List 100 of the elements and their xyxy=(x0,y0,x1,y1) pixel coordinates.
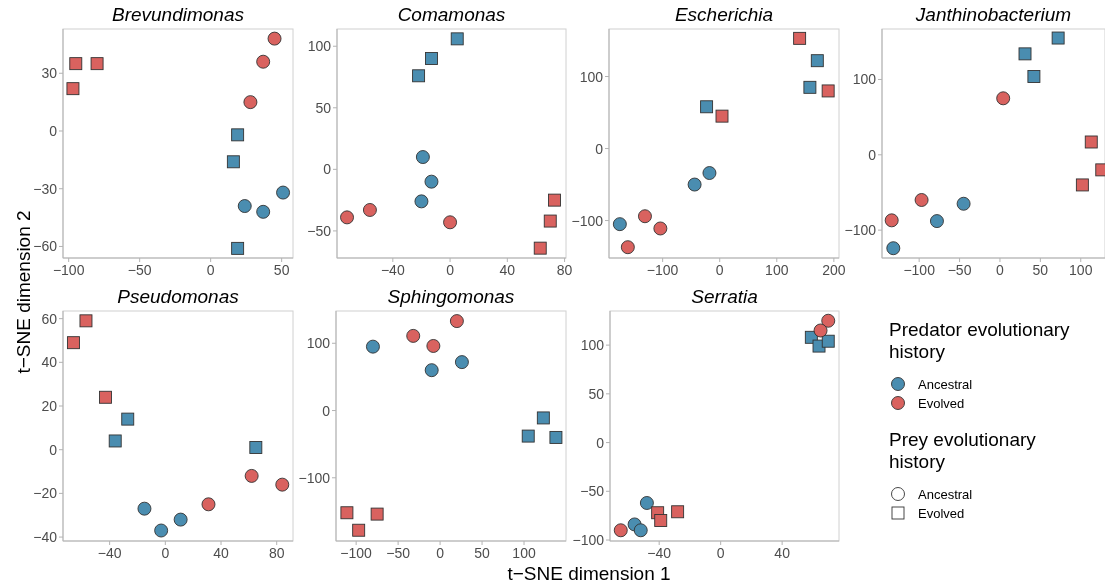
point xyxy=(424,363,439,378)
point xyxy=(620,240,635,255)
x-tick-label: 100 xyxy=(1069,262,1093,278)
point xyxy=(700,100,714,114)
x-tick-label: 80 xyxy=(556,262,573,278)
point xyxy=(340,506,354,520)
point xyxy=(996,91,1011,106)
point xyxy=(108,434,122,448)
point xyxy=(548,193,561,207)
point xyxy=(884,213,899,228)
point xyxy=(425,52,438,65)
point xyxy=(412,69,426,83)
x-tick-label: 0 xyxy=(715,262,724,278)
point xyxy=(1075,178,1089,192)
y-tick-label: −100 xyxy=(572,532,605,549)
y-tick-label: 0 xyxy=(323,161,332,178)
point xyxy=(69,57,83,71)
y-tick-label: 50 xyxy=(588,385,605,402)
point xyxy=(66,336,80,350)
point xyxy=(813,323,828,338)
chart-title: Brevundimonas xyxy=(111,4,245,25)
y-tick-label: −40 xyxy=(33,529,58,546)
point xyxy=(256,204,271,219)
y-tick-label: 50 xyxy=(315,99,332,116)
x-tick-label: 100 xyxy=(512,545,536,561)
y-tick-label: 0 xyxy=(49,441,58,458)
x-tick-label: −40 xyxy=(97,545,122,561)
chart-title: Sphingomonas xyxy=(387,286,515,307)
x-tick-label: 40 xyxy=(499,262,516,278)
point xyxy=(654,514,668,527)
point xyxy=(702,166,717,180)
point xyxy=(352,523,366,537)
x-tick-label: 40 xyxy=(774,545,791,561)
point xyxy=(370,507,384,521)
point xyxy=(154,523,169,538)
y-tick-label: −50 xyxy=(307,222,332,239)
point xyxy=(173,512,188,527)
point xyxy=(66,82,80,96)
point xyxy=(638,209,652,224)
x-tick-label: 0 xyxy=(206,262,215,278)
point xyxy=(406,328,421,343)
x-tick-label: −40 xyxy=(380,262,405,278)
y-tick-label: 0 xyxy=(322,402,331,419)
text: t−SNE dimension 2 xyxy=(13,210,34,374)
y-tick-label: 0 xyxy=(595,140,604,157)
x-tick-label: 0 xyxy=(446,262,455,278)
point xyxy=(639,496,654,510)
point xyxy=(821,313,836,328)
text: t−SNE dimension 1 xyxy=(507,563,671,584)
point xyxy=(793,31,807,45)
point xyxy=(1018,47,1032,61)
point xyxy=(414,194,429,209)
y-tick-label: 0 xyxy=(868,146,877,163)
y-tick-label: −50 xyxy=(580,483,605,500)
y-tick-label: −30 xyxy=(33,180,58,197)
y-tick-label: 60 xyxy=(41,310,58,327)
point xyxy=(276,185,291,200)
y-tick-label: 20 xyxy=(41,398,58,415)
point xyxy=(231,128,245,142)
point xyxy=(1084,135,1098,149)
point xyxy=(1027,70,1041,83)
point xyxy=(362,203,377,217)
y-tick-label: 100 xyxy=(852,71,877,88)
legend-label: Ancestral xyxy=(918,377,973,392)
x-tick-label: −50 xyxy=(127,262,152,278)
x-tick-label: 50 xyxy=(474,545,491,561)
point xyxy=(340,210,354,225)
chart-title: Comamonas xyxy=(397,4,506,25)
point xyxy=(454,355,469,370)
legend-label: Evolved xyxy=(918,396,965,411)
point xyxy=(275,477,290,492)
x-tick-label: 100 xyxy=(765,262,789,278)
point xyxy=(226,155,240,169)
point xyxy=(914,193,929,207)
point xyxy=(365,339,380,354)
point xyxy=(201,497,216,512)
point xyxy=(803,80,817,94)
point xyxy=(267,31,282,46)
x-tick-label: −100 xyxy=(646,262,679,278)
point xyxy=(687,177,702,192)
legend-title: Predator evolutionary history xyxy=(889,319,1071,362)
x-tick-label: 40 xyxy=(213,545,230,561)
point xyxy=(543,214,557,228)
point xyxy=(612,217,627,232)
y-tick-label: 0 xyxy=(596,434,605,451)
point xyxy=(79,314,93,328)
point xyxy=(244,468,259,483)
legend-label: Ancestral xyxy=(918,487,973,502)
y-tick-label: −100 xyxy=(844,222,877,239)
x-tick-label: 0 xyxy=(436,545,445,561)
x-tick-label: 50 xyxy=(1032,262,1049,278)
y-tick-label: 100 xyxy=(307,38,332,55)
point xyxy=(443,215,458,230)
legend-title: Prey evolutionary history xyxy=(889,429,1037,472)
y-tick-label: −60 xyxy=(33,238,58,255)
point xyxy=(821,84,835,98)
point xyxy=(449,314,464,329)
point xyxy=(121,412,135,426)
point xyxy=(231,241,245,255)
legend-label: Evolved xyxy=(918,506,965,521)
